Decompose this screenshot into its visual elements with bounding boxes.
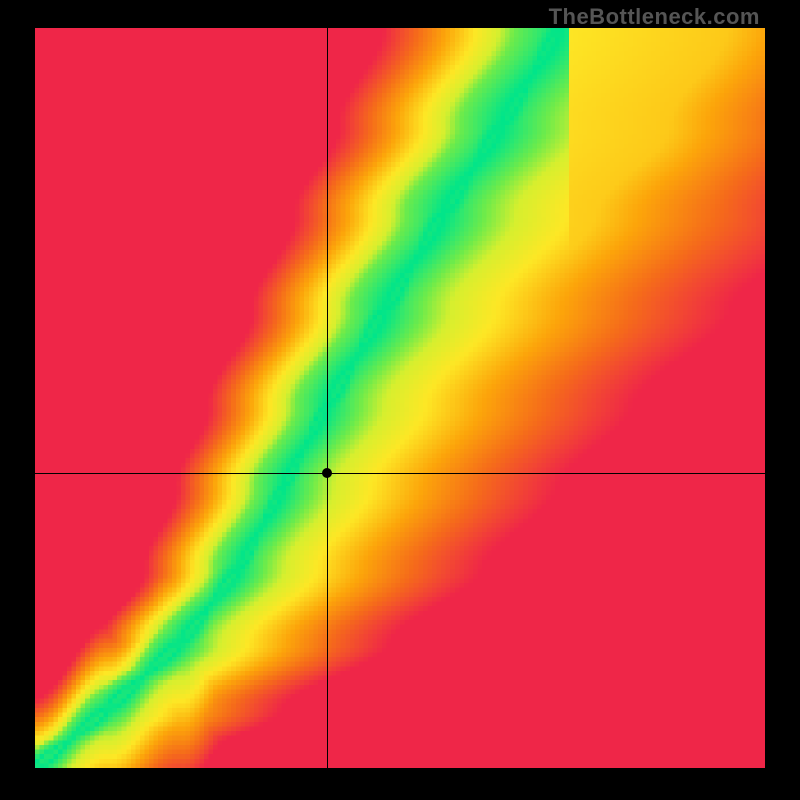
- crosshair-vertical-line: [327, 28, 328, 768]
- bottleneck-heatmap: [35, 28, 765, 768]
- watermark-text: TheBottleneck.com: [549, 4, 760, 30]
- chart-container: TheBottleneck.com: [0, 0, 800, 800]
- crosshair-horizontal-line: [35, 473, 765, 474]
